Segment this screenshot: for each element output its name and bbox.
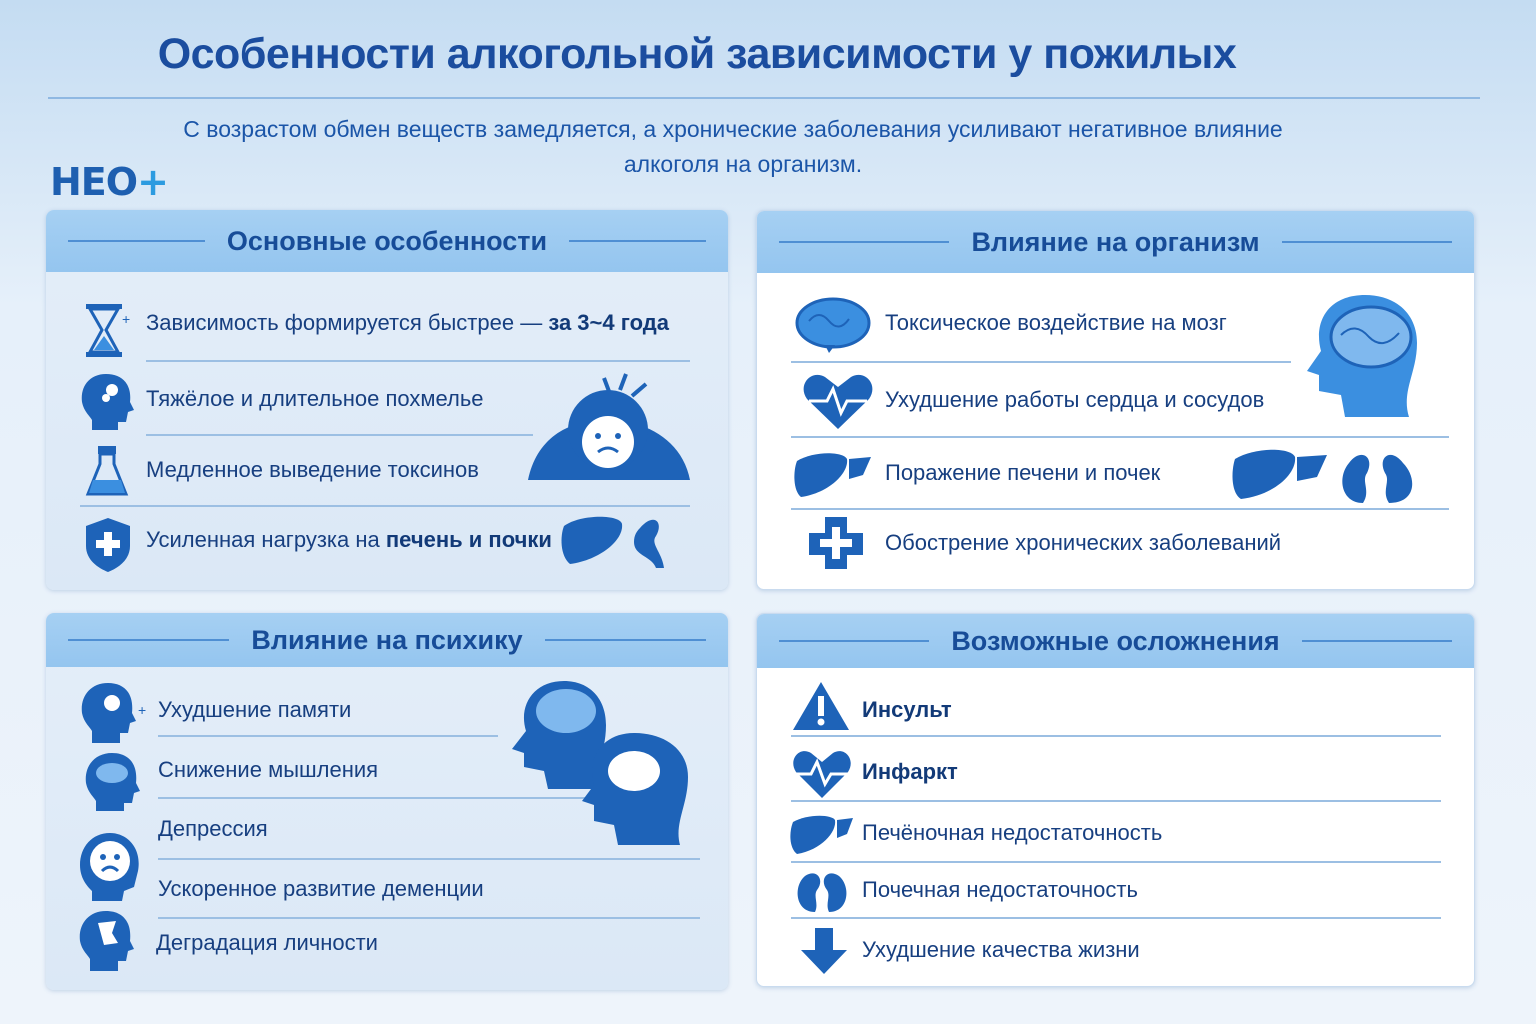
psyche-effect-item: Деградация личности bbox=[156, 930, 378, 955]
heart-pulse-icon bbox=[793, 751, 851, 798]
panel-title: Основные особенности bbox=[226, 225, 548, 256]
liver-kidney-icon bbox=[561, 516, 664, 568]
head-brain-illustration bbox=[1307, 295, 1417, 417]
panel-header: Влияние на организм bbox=[757, 211, 1474, 273]
divider bbox=[146, 360, 690, 362]
head-memory-icon: + bbox=[81, 683, 146, 743]
svg-text:+: + bbox=[122, 311, 130, 327]
divider bbox=[158, 735, 498, 737]
page-title: Особенности алкогольной зависимости у по… bbox=[157, 30, 1237, 78]
head-icon bbox=[81, 374, 134, 430]
title-divider bbox=[48, 97, 1480, 99]
feature-item: Медленное выведение токсинов bbox=[146, 457, 479, 482]
divider bbox=[791, 508, 1449, 510]
panel-header: Влияние на психику bbox=[46, 613, 728, 667]
panel-title: Влияние на организм bbox=[971, 226, 1260, 257]
logo-plus: + bbox=[137, 160, 169, 204]
headache-person-illustration bbox=[528, 373, 690, 480]
panel-header: Основные особенности bbox=[46, 210, 728, 272]
divider bbox=[158, 858, 700, 860]
logo-text: НЕО bbox=[50, 160, 138, 204]
liver-icon bbox=[794, 453, 871, 497]
head-broken-icon bbox=[79, 911, 134, 971]
body-effect-item: Обострение хронических заболеваний bbox=[885, 530, 1282, 555]
psyche-effect-item: Снижение мышления bbox=[158, 757, 379, 782]
complication-item: Инсульт bbox=[862, 697, 952, 722]
panel-header: Возможные осложнения bbox=[757, 614, 1474, 668]
shield-cross-icon bbox=[86, 518, 130, 572]
warning-icon bbox=[793, 682, 849, 730]
heart-pulse-icon bbox=[803, 374, 873, 429]
feature-item: Усиленная нагрузка на печень и почки bbox=[146, 527, 552, 552]
kidneys-icon bbox=[797, 873, 847, 912]
divider bbox=[146, 434, 533, 436]
logo: НЕО+ bbox=[50, 160, 169, 204]
svg-text:+: + bbox=[138, 702, 146, 718]
divider bbox=[158, 917, 700, 919]
flask-icon bbox=[85, 446, 129, 496]
psyche-effect-item: Депрессия bbox=[158, 816, 268, 841]
complication-item: Почечная недостаточность bbox=[862, 877, 1138, 902]
panel-complications: Возможные осложнения Инсульт Инфаркт Печ… bbox=[756, 613, 1475, 987]
divider bbox=[791, 436, 1449, 438]
body-effect-item: Поражение печени и почек bbox=[885, 460, 1161, 485]
complication-item: Ухудшение качества жизни bbox=[862, 937, 1140, 962]
hourglass-icon: + bbox=[86, 304, 130, 357]
body-effect-item: Токсическое воздействие на мозг bbox=[885, 310, 1227, 335]
sad-face-icon bbox=[80, 833, 139, 901]
panel-title: Возможные осложнения bbox=[951, 625, 1280, 656]
subtitle-line-1: С возрастом обмен веществ замедляется, а… bbox=[183, 116, 1283, 142]
brain-icon bbox=[795, 297, 871, 353]
subtitle-line-2: алкоголя на организм. bbox=[623, 151, 863, 177]
panel-main-features: Основные особенности + Зависимость форми… bbox=[46, 210, 728, 590]
panel-title: Влияние на психику bbox=[251, 624, 523, 655]
psyche-effect-item: Ускоренное развитие деменции bbox=[158, 876, 484, 901]
psyche-effect-item: Ухудшение памяти bbox=[158, 697, 352, 722]
head-cloud-icon bbox=[85, 753, 140, 811]
feature-item: Зависимость формируется быстрее — за 3~4… bbox=[146, 310, 669, 335]
divider bbox=[791, 800, 1441, 802]
feature-item: Тяжёлое и длительное похмелье bbox=[146, 386, 484, 411]
divider bbox=[791, 735, 1441, 737]
arrow-down-icon bbox=[801, 928, 847, 974]
divider bbox=[80, 505, 690, 507]
medical-cross-icon bbox=[809, 517, 863, 569]
divider bbox=[791, 861, 1441, 863]
divider bbox=[791, 917, 1441, 919]
body-effect-item: Ухудшение работы сердца и сосудов bbox=[885, 387, 1265, 412]
divider bbox=[791, 361, 1291, 363]
heads-brain-illustration bbox=[512, 681, 688, 845]
divider bbox=[158, 797, 598, 799]
complication-item: Печёночная недостаточность bbox=[862, 820, 1163, 845]
liver-kidneys-illustration bbox=[1232, 449, 1413, 503]
panel-psyche-effects: Влияние на психику + Ухудшение памяти Сн… bbox=[46, 613, 728, 990]
liver-icon bbox=[790, 815, 853, 854]
panel-body-effects: Влияние на организм Токсическое воздейст… bbox=[756, 210, 1475, 590]
complication-item: Инфаркт bbox=[862, 759, 958, 784]
